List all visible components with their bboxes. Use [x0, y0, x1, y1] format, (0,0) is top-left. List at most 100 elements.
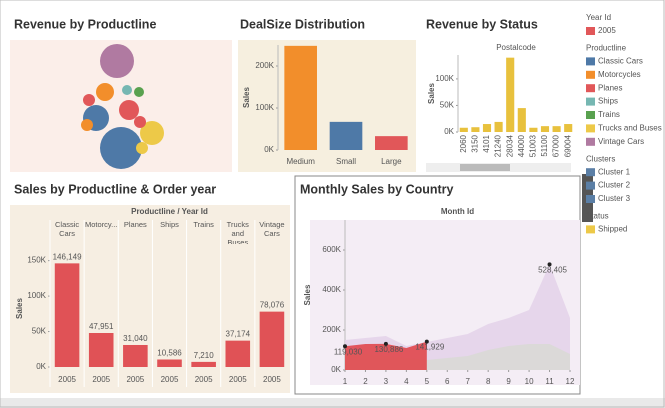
y-tick-label: 100K — [435, 74, 454, 83]
x-sub-label: 2005 — [92, 375, 110, 384]
x-tick-label: Trucks and Buses — [226, 220, 249, 244]
point — [343, 344, 347, 349]
category-cell: Planes — [124, 220, 147, 229]
bar — [259, 311, 285, 367]
x-tick-label: Classic Cars — [54, 220, 80, 238]
x-tick-label: Medium — [286, 157, 315, 166]
x-axis-header: Productline / Year Id — [131, 207, 208, 216]
x-tick-label: 51003 — [529, 134, 538, 157]
y-axis-label: Sales — [242, 86, 251, 107]
x-tick-label: Large — [381, 157, 402, 166]
value-label: 130,886 — [374, 345, 403, 354]
y-tick-label: 200K — [322, 325, 341, 334]
legend-label: Cluster 2 — [598, 181, 631, 190]
tab-strip[interactable] — [0, 398, 665, 408]
value-label: 528,405 — [538, 265, 567, 274]
category-cell: Trucks and Buses — [226, 220, 249, 244]
legend-swatch — [586, 225, 595, 234]
value-label: 37,174 — [226, 330, 251, 339]
y-tick-label: 100K — [27, 291, 46, 300]
x-sub-label: 2005 — [58, 375, 76, 384]
x-tick-label: 67000 — [552, 134, 561, 157]
x-sub-label: 2005 — [161, 375, 179, 384]
value-label: 78,076 — [260, 301, 285, 310]
x-tick-label: Ships — [160, 220, 179, 229]
bar — [506, 57, 515, 132]
legend-label: Shipped — [598, 225, 627, 234]
bubble — [81, 119, 93, 131]
y-axis-label: Sales — [427, 82, 436, 103]
bubble — [134, 87, 144, 97]
value-label: 7,210 — [194, 351, 215, 360]
y-tick-label: 0K — [36, 362, 46, 371]
value-label: 146,149 — [53, 252, 82, 261]
legend-title: Clusters — [586, 154, 615, 163]
legend-title: Productline — [586, 44, 627, 53]
bubble — [136, 142, 148, 154]
legend-label: Cluster 1 — [598, 167, 631, 176]
bar — [540, 126, 550, 132]
y-tick-label: 200K — [255, 61, 274, 70]
legend-swatch — [586, 181, 595, 190]
bubble — [119, 100, 139, 120]
legend-swatch — [586, 137, 595, 146]
bubble — [140, 121, 164, 145]
point — [383, 341, 388, 346]
value-label: 47,951 — [89, 322, 114, 331]
value-label: 31,040 — [123, 334, 148, 343]
legend-swatch — [586, 168, 595, 177]
bar — [225, 340, 251, 367]
legend-label: Planes — [598, 83, 622, 92]
x-tick-label: 2 — [363, 377, 368, 386]
x-sub-label: 2005 — [195, 375, 213, 384]
value-label: 119,030 — [334, 347, 363, 356]
bar — [482, 124, 492, 132]
category-cell: Ships — [160, 220, 179, 229]
area — [345, 264, 570, 370]
x-tick-label: 10 — [525, 377, 534, 386]
chart-title: Monthly Sales by Country — [300, 182, 454, 196]
bar — [88, 332, 114, 367]
y-tick-label: 50K — [440, 101, 455, 110]
bubble — [134, 116, 146, 128]
legend-label: 2005 — [598, 26, 616, 35]
x-sub-label: 2005 — [263, 375, 281, 384]
bubble — [96, 83, 114, 101]
x-tick-label: 12 — [566, 377, 575, 386]
value-label: 10,586 — [157, 349, 182, 358]
y-tick-label: 50K — [32, 327, 47, 336]
x-tick-label: Motorcy... — [85, 220, 118, 229]
legend-swatch — [586, 84, 595, 93]
x-tick-label: 11 — [545, 377, 554, 386]
value-label: 141,929 — [415, 343, 444, 352]
legend-swatch — [586, 57, 595, 66]
category-cell: Vintage Cars — [259, 220, 284, 238]
legend-swatch — [586, 111, 595, 119]
legend-label: Trucks and Buses — [598, 124, 662, 133]
x-tick-label: 3 — [384, 377, 389, 386]
x-tick-label: 6 — [445, 377, 450, 386]
y-tick-label: 150K — [27, 256, 46, 265]
legend-label: Cluster 3 — [598, 194, 631, 203]
y-tick-label: 600K — [322, 245, 341, 254]
bar — [284, 45, 317, 151]
y-tick-label: 400K — [322, 285, 341, 294]
category-cell: Trains — [193, 220, 214, 229]
bar — [54, 263, 80, 367]
x-tick-label: Small — [336, 157, 356, 166]
x-tick-label: 21240 — [494, 134, 503, 157]
scroll-thumb[interactable] — [460, 164, 510, 171]
x-tick-label: 4 — [404, 377, 409, 386]
area — [345, 341, 427, 370]
bar — [564, 124, 573, 132]
chart-title: DealSize Distribution — [240, 17, 365, 31]
legend-swatch — [586, 97, 595, 106]
x-axis-header: Month Id — [441, 207, 474, 216]
legend-title: Status — [586, 212, 609, 221]
y-axis-label: Sales — [15, 297, 24, 318]
legend-swatch — [586, 195, 595, 203]
x-tick-label: Trains — [193, 220, 214, 229]
legend-label: Vintage Cars — [598, 137, 644, 146]
